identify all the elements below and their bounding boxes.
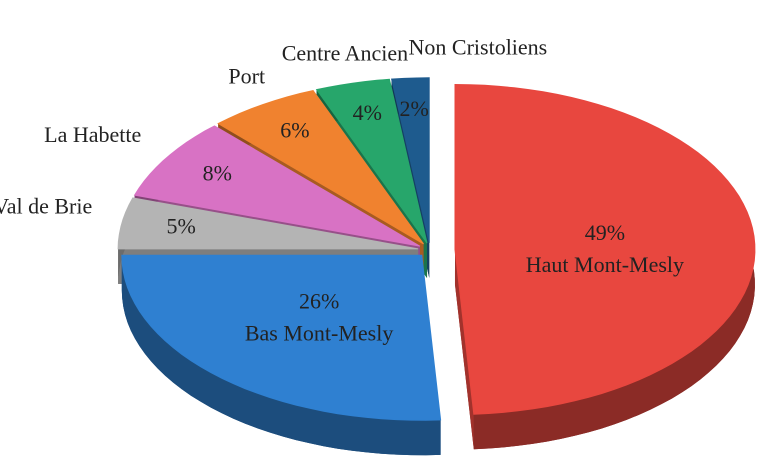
value-label: 6% bbox=[280, 118, 309, 143]
category-label: La Habette bbox=[44, 122, 141, 147]
value-label: 8% bbox=[203, 160, 232, 185]
pie-slice bbox=[454, 83, 756, 450]
value-label: 5% bbox=[166, 213, 195, 238]
slice-wall bbox=[454, 249, 474, 450]
category-label: Non Cristoliens bbox=[409, 35, 548, 60]
value-label: 49% bbox=[585, 220, 625, 245]
slice-side bbox=[121, 255, 441, 456]
slice-top bbox=[390, 77, 430, 243]
category-label: Val de Brie bbox=[0, 194, 92, 219]
category-label: Bas Mont-Mesly bbox=[245, 320, 394, 345]
category-label: Port bbox=[228, 64, 265, 89]
pie-slice bbox=[121, 254, 442, 456]
slice-top bbox=[133, 125, 421, 247]
slice-top bbox=[217, 89, 424, 245]
slice-top bbox=[121, 254, 442, 421]
slice-top bbox=[315, 78, 428, 244]
value-label: 2% bbox=[400, 96, 429, 121]
slice-top bbox=[454, 83, 756, 415]
value-label: 4% bbox=[353, 100, 382, 125]
slice-top bbox=[117, 197, 419, 250]
value-label: 26% bbox=[299, 288, 339, 313]
category-label: Centre Ancien bbox=[282, 40, 408, 65]
category-label: Haut Mont-Mesly bbox=[526, 252, 684, 277]
